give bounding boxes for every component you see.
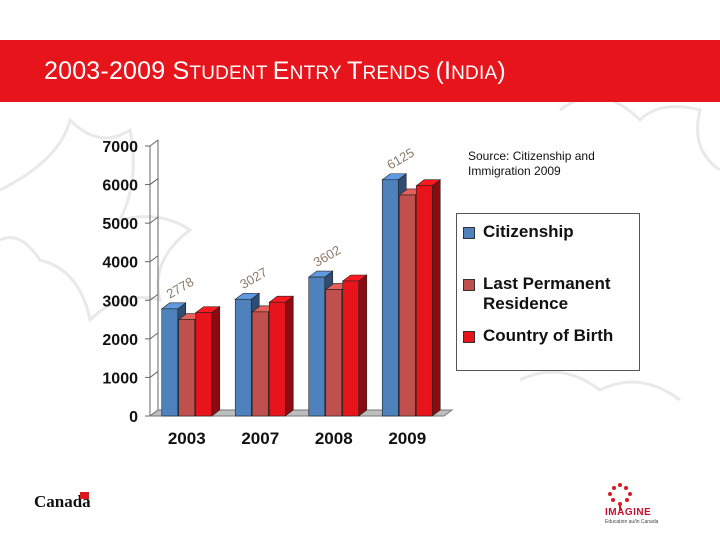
imagine-logo-icon (608, 483, 632, 511)
x-tick-label: 2003 (168, 429, 206, 448)
y-tick-label: 1000 (102, 370, 138, 387)
bar-side (431, 179, 441, 417)
legend-label-last-permanent-residence: Last Permanent Residence (483, 274, 611, 313)
x-tick-label: 2007 (241, 429, 279, 448)
y-tick-depth (149, 332, 159, 340)
title-part: 2003-2009 S (44, 57, 190, 85)
legend-label-country-of-birth: Country of Birth (483, 326, 614, 345)
title-part: NDIA (451, 63, 498, 84)
y-tick-label: 7000 (102, 139, 138, 156)
imagine-subtitle: Education au/in Canada (605, 519, 659, 525)
bar-citizenship (234, 298, 252, 417)
bar-last-permanent-residence (178, 319, 196, 417)
legend-swatch-last-permanent-residence (463, 279, 475, 291)
y-tick-depth (149, 178, 159, 185)
legend-label-citizenship: Citizenship (483, 222, 574, 241)
title-part: T (346, 57, 363, 85)
title-bar (0, 40, 720, 102)
y-tick-depth (149, 293, 159, 301)
title-part: ) (497, 57, 506, 85)
legend-swatch-citizenship (463, 227, 475, 239)
title-part: (I (435, 57, 452, 85)
bar-last-permanent-residence (325, 289, 343, 417)
title-part: RENDS (362, 63, 436, 84)
legend-item-last-permanent-residence: Last Permanent Residence (463, 274, 643, 314)
y-tick-depth (149, 139, 159, 147)
x-tick-label: 2009 (388, 429, 426, 448)
y-tick-depth (149, 255, 159, 263)
y-tick-label: 3000 (102, 293, 138, 310)
bar-side (284, 295, 294, 417)
data-label: 3602 (311, 242, 344, 269)
title-part: E (272, 57, 290, 85)
canada-wordmark: Canada (34, 492, 91, 511)
canada-flag-icon (80, 492, 89, 499)
bar-country-of-birth (195, 312, 213, 417)
legend-item-country-of-birth: Country of Birth (463, 326, 613, 346)
slide-title: 2003-2009 STUDENT ENTRY TRENDS (INDIA) (44, 57, 506, 86)
bar-country-of-birth (342, 280, 360, 417)
legend-swatch-country-of-birth (463, 331, 475, 343)
bar-last-permanent-residence (251, 311, 269, 417)
imagine-wordmark: IMAGINE (605, 507, 652, 518)
y-tick-depth (149, 216, 159, 224)
x-tick-label: 2008 (315, 429, 353, 448)
title-part: TUDENT (189, 63, 273, 84)
bar-citizenship (161, 308, 179, 417)
title-part: NTRY (289, 63, 347, 84)
data-label: 3027 (237, 264, 270, 291)
data-label: 2778 (164, 274, 197, 301)
bar-last-permanent-residence (398, 194, 416, 417)
y-tick-label: 5000 (102, 216, 138, 233)
y-tick-depth (149, 371, 159, 378)
bar-citizenship (308, 276, 326, 417)
bar-country-of-birth (415, 185, 433, 417)
bar-side (358, 274, 368, 417)
bar-citizenship (381, 179, 399, 417)
source-note: Source: Citizenship and Immigration 2009 (468, 149, 595, 178)
y-tick-label: 0 (129, 409, 138, 426)
y-tick-label: 2000 (102, 332, 138, 349)
y-tick-label: 6000 (102, 178, 138, 195)
y-tick-label: 4000 (102, 255, 138, 272)
chart-legend: Citizenship Last Permanent Residence Cou… (456, 213, 640, 371)
data-label: 6125 (384, 145, 417, 172)
bar-country-of-birth (268, 301, 286, 417)
bar-side (211, 306, 221, 417)
legend-item-citizenship: Citizenship (463, 222, 574, 242)
